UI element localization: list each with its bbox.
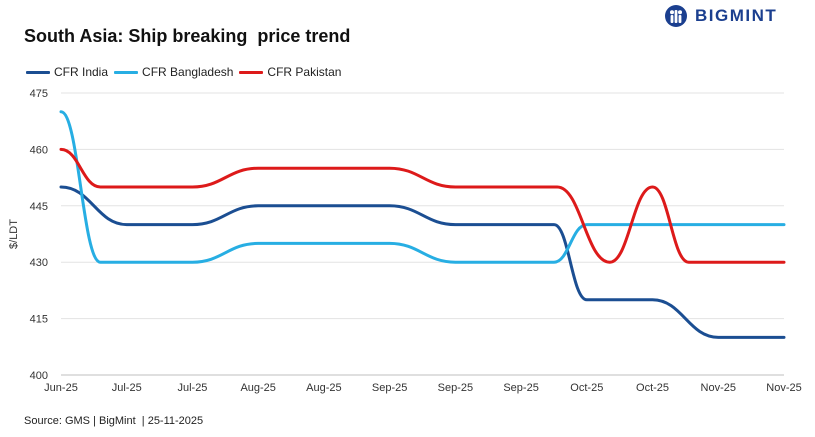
x-tick-label: Jul-25 <box>177 382 207 394</box>
x-tick-label: Aug-25 <box>306 382 341 394</box>
x-tick-label: Jun-25 <box>44 382 78 394</box>
legend-item-cfr-bangladesh: CFR Bangladesh <box>114 65 233 79</box>
chart-title: South Asia: Ship breaking price trend <box>24 26 351 46</box>
y-tick-label: 400 <box>30 370 48 382</box>
y-tick-label: 460 <box>30 144 48 156</box>
legend-label-cfr-india: CFR India <box>54 65 109 79</box>
series-line-cfr-bangladesh <box>59 110 786 264</box>
x-tick-label: Aug-25 <box>240 382 275 394</box>
series-line-cfr-india <box>59 185 786 339</box>
x-tick-label: Oct-25 <box>570 382 603 394</box>
brand-name: BIGMINT <box>695 6 778 25</box>
x-tick-label: Oct-25 <box>636 382 669 394</box>
x-tick-label: Nov-25 <box>766 382 801 394</box>
brand-logo: BIGMINT <box>664 4 777 28</box>
source-note: Source: GMS | BigMint | 25-11-2025 <box>24 415 204 427</box>
legend-label-cfr-bangladesh: CFR Bangladesh <box>142 65 234 79</box>
y-tick-label: 430 <box>30 257 48 269</box>
legend-item-cfr-india: CFR India <box>26 65 108 79</box>
series-line-cfr-pakistan <box>59 147 786 264</box>
chart-legend: CFR India CFR Bangladesh CFR Pakistan <box>26 65 347 79</box>
legend-swatch-cfr-pakistan <box>239 70 264 74</box>
legend-swatch-cfr-bangladesh <box>114 70 139 74</box>
x-tick-label: Jul-25 <box>112 382 142 394</box>
y-tick-label: 475 <box>30 88 48 100</box>
y-axis-label: $/LDT <box>8 219 20 249</box>
y-tick-label: 445 <box>30 201 48 213</box>
legend-swatch-cfr-india <box>26 70 50 74</box>
x-tick-label: Sep-25 <box>438 382 473 394</box>
x-tick-label: Sep-25 <box>372 382 407 394</box>
x-tick-label: Sep-25 <box>503 382 538 394</box>
bigmint-logo-icon <box>665 5 687 27</box>
x-tick-label: Nov-25 <box>701 382 736 394</box>
legend-label-cfr-pakistan: CFR Pakistan <box>267 65 342 79</box>
legend-item-cfr-pakistan: CFR Pakistan <box>239 65 341 79</box>
y-tick-label: 415 <box>30 314 48 326</box>
